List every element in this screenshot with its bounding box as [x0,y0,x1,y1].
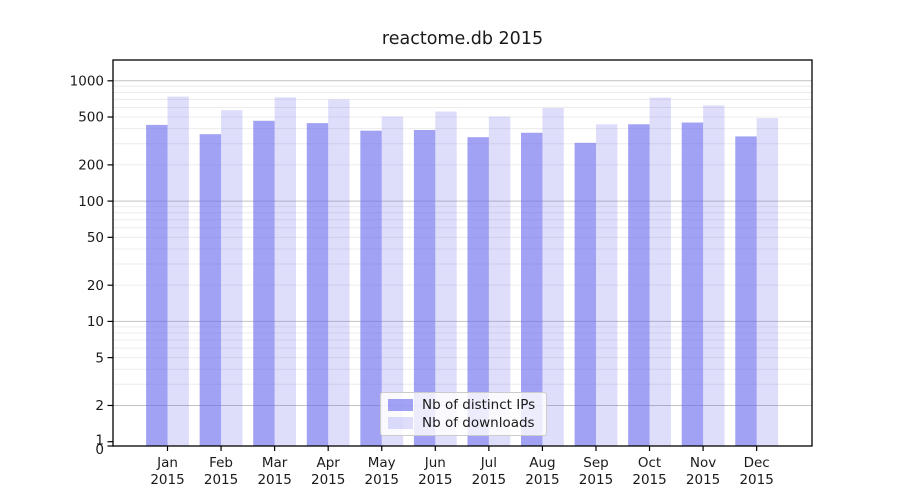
x-tick-label-month: May [368,455,396,471]
plot-border [112,59,813,447]
x-tick-label-month: Oct [638,455,661,471]
bar-nb-of-downloads-feb [221,110,243,447]
legend-swatch-distinct-ips [388,399,413,411]
legend-item-downloads: Nb of downloads [388,415,540,431]
bar-nb-of-distinct-ips-aug [521,132,543,446]
y-tick-label: 1000 [70,74,104,90]
legend-item-distinct-ips: Nb of distinct IPs [388,397,540,413]
x-tick-label-year: 2015 [257,472,291,488]
y-tick-label: 200 [78,158,104,174]
legend-label-downloads: Nb of downloads [422,415,535,431]
bar-nb-of-downloads-dec [756,118,779,447]
x-tick-label-month: Jan [156,455,178,471]
x-tick-label-year: 2015 [418,472,452,488]
x-tick-label-year: 2015 [150,472,184,488]
bar-nb-of-downloads-aug [542,107,564,447]
y-tick-label: 500 [78,110,104,126]
legend: Nb of distinct IPs Nb of downloads [380,392,547,436]
bar-nb-of-downloads-jul [488,116,511,446]
x-tick-label-year: 2015 [311,472,345,488]
bar-nb-of-distinct-ips-dec [735,136,757,446]
bar-nb-of-downloads-sep [595,124,618,447]
bar-nb-of-downloads-jan [167,96,189,446]
bar-nb-of-distinct-ips-jan [146,124,168,447]
bar-nb-of-downloads-may [381,116,404,446]
y-tick-label: 50 [87,230,104,246]
x-tick-label-year: 2015 [204,472,238,488]
bar-nb-of-downloads-nov [703,105,725,446]
x-tick-label-year: 2015 [632,472,666,488]
bar-nb-of-distinct-ips-mar [253,120,275,446]
x-tick-label-month: Nov [690,455,716,471]
bar-nb-of-distinct-ips-may [360,130,382,446]
bar-nb-of-distinct-ips-jul [467,137,489,446]
legend-swatch-downloads [388,417,413,429]
bar-nb-of-downloads-mar [274,97,297,447]
y-tick-label: 2 [95,398,104,414]
y-tick-label: 0 [95,442,104,458]
y-tick-label: 5 [95,350,104,366]
bar-nb-of-downloads-oct [649,97,671,446]
x-tick-label-year: 2015 [686,472,720,488]
chart-title: reactome.db 2015 [381,29,544,49]
x-tick-label-month: Mar [262,455,288,471]
x-tick-label-year: 2015 [472,472,506,488]
y-tick-label: 20 [87,278,104,294]
x-tick-label-year: 2015 [579,472,613,488]
x-tick-label-month: Sep [583,455,608,471]
y-tick-label: 100 [78,194,104,210]
x-tick-label-month: Dec [744,455,770,471]
x-tick-label-month: Aug [529,455,555,471]
bar-nb-of-distinct-ips-apr [306,123,329,446]
x-tick-label-year: 2015 [525,472,559,488]
bar-nb-of-distinct-ips-oct [628,124,650,447]
x-tick-label-month: Apr [317,455,341,471]
bar-nb-of-downloads-jun [435,111,457,446]
bar-nb-of-distinct-ips-sep [574,142,596,446]
bar-nb-of-downloads-apr [328,99,350,447]
y-tick-label: 1 [95,432,104,448]
y-tick-label: 10 [87,314,104,330]
x-tick-label-year: 2015 [739,472,773,488]
legend-label-distinct-ips: Nb of distinct IPs [422,397,536,413]
x-tick-label-year: 2015 [365,472,399,488]
x-tick-label-month: Jun [424,455,446,471]
bar-nb-of-distinct-ips-nov [681,122,704,447]
bar-nb-of-distinct-ips-jun [413,129,436,446]
x-tick-label-month: Feb [209,455,233,471]
bar-nb-of-distinct-ips-feb [199,134,222,446]
x-tick-label-month: Jul [480,455,497,471]
